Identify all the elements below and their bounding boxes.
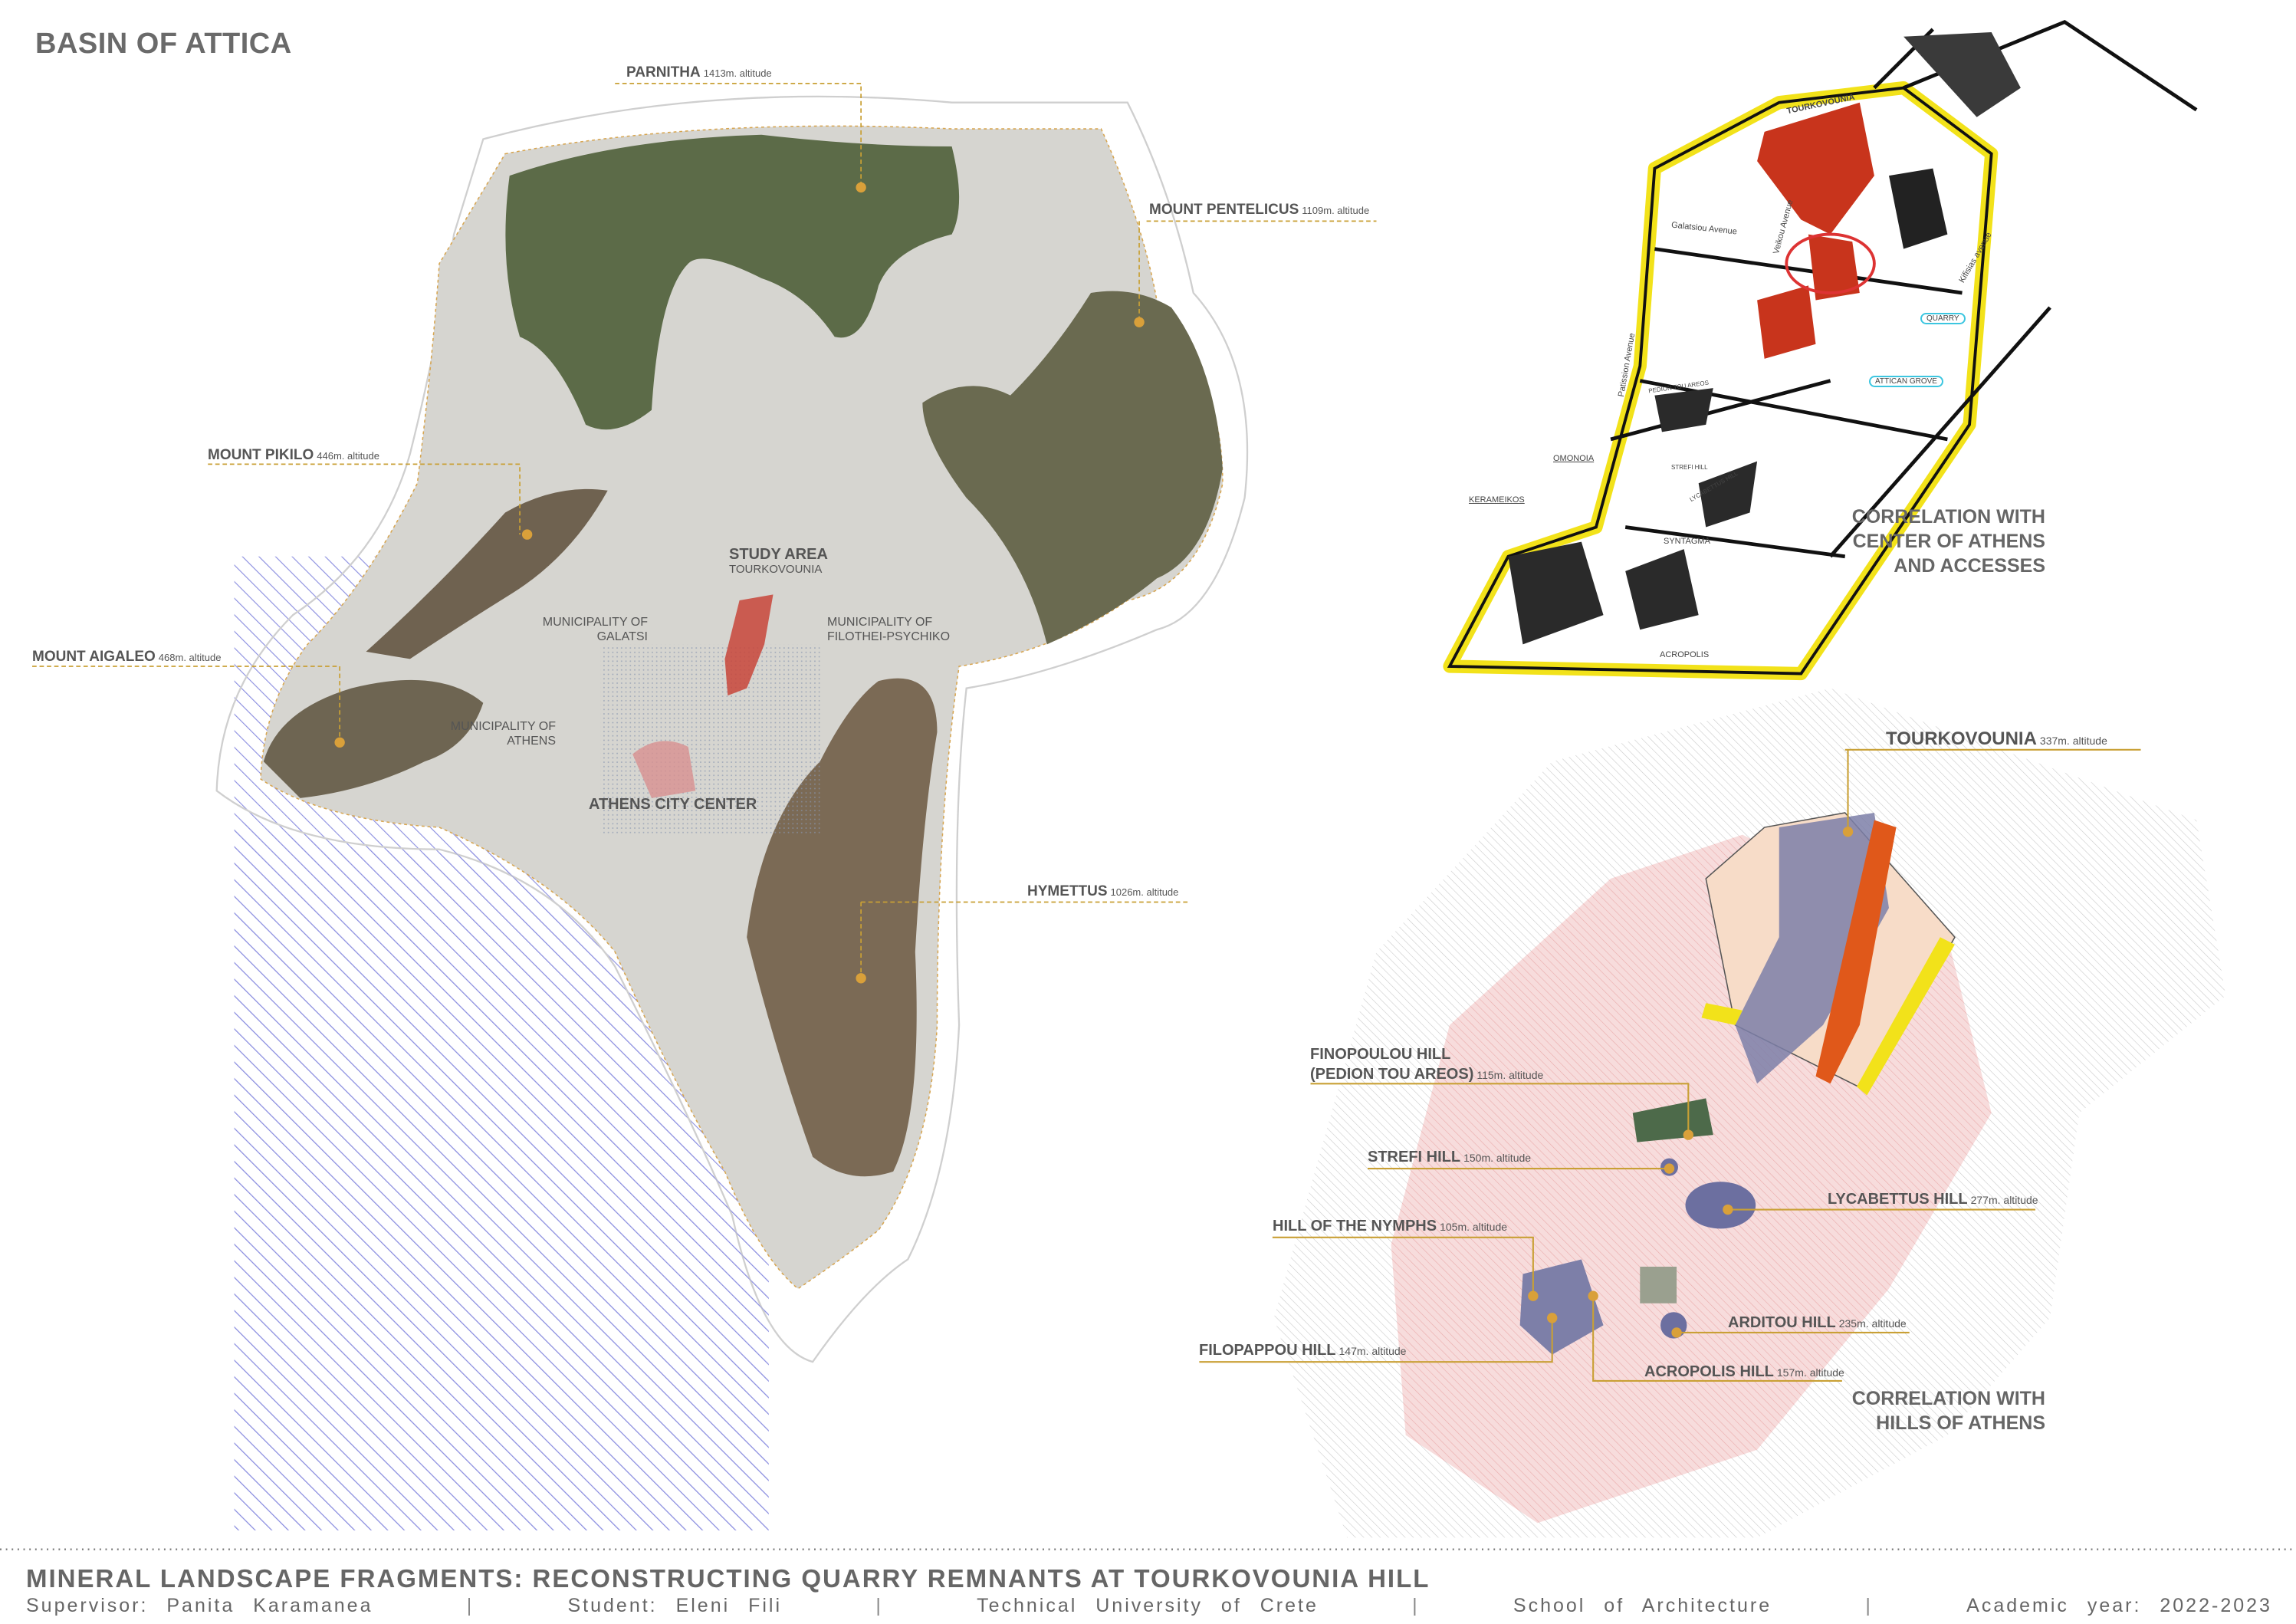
hill-leaders — [1199, 748, 2141, 1382]
credit-student: Student: Eleni Fili — [567, 1595, 783, 1616]
hill-label-nymphs: HILL OF THE NYMPHS 105m. altitude — [1273, 1218, 1508, 1234]
separator: | — [466, 1595, 475, 1616]
pikilo-mountain — [366, 488, 608, 659]
basin-outline-outer — [215, 95, 1249, 1363]
city-center-dotted — [600, 644, 820, 835]
athens-center-shape — [632, 741, 696, 798]
separator: | — [1412, 1595, 1420, 1616]
access-label-strefi: STREFI HILL — [1671, 464, 1708, 471]
hill-label-strefi: STREFI HILL 150m. altitude — [1368, 1149, 1532, 1165]
parnitha-mountain — [505, 134, 960, 430]
page-title: BASIN OF ATTICA — [35, 28, 292, 60]
hill-label-lycabettus: LYCABETTUS HILL 277m. altitude — [1828, 1191, 2038, 1208]
access-label-kerameikos: KERAMEIKOS — [1469, 495, 1525, 505]
hills-map — [1273, 688, 2226, 1538]
access-label-syntagma: SYNTAGMA — [1664, 537, 1710, 546]
city-center-label: ATHENS CITY CENTER — [589, 796, 757, 813]
peak-leaders — [32, 83, 1377, 978]
hill-label-acropolis: ACROPOLIS HILL 157m. altitude — [1644, 1363, 1844, 1380]
hill-markers — [1528, 827, 1854, 1338]
access-label-acropolis: ACROPOLIS — [1660, 650, 1710, 659]
separator: | — [875, 1595, 883, 1616]
credit-school: School of Architecture — [1513, 1595, 1772, 1616]
athens-municipality-label: MUNICIPALITY OF ATHENS — [450, 720, 556, 748]
peak-label-pikilo: MOUNT PIKILO 446m. altitude — [208, 447, 379, 463]
peak-label-aigaleo: MOUNT AIGALEO 468m. altitude — [32, 649, 222, 665]
study-area-label: STUDY AREA TOURKOVOUNIA — [729, 546, 828, 576]
access-map-caption: CORRELATION WITH CENTER OF ATHENS AND ACCE… — [1851, 506, 2045, 577]
peak-label-parnitha: PARNITHA 1413m. altitude — [626, 64, 772, 81]
credit-year: Academic year: 2022-2023 — [1966, 1595, 2272, 1616]
access-label-attican-grove: ATTICAN GROVE — [1869, 376, 1943, 387]
separator: | — [1865, 1595, 1873, 1616]
hill-label-filopappou: FILOPAPPOU HILL 147m. altitude — [1199, 1342, 1407, 1359]
filothei-label: MUNICIPALITY OF FILOTHEI-PSYCHIKO — [827, 616, 951, 643]
hill-label-finopoulou: FINOPOULOU HILL (PEDION TOU AREOS) 115m. a… — [1310, 1046, 1544, 1083]
peak-label-hymettus: HYMETTUS 1026m. altitude — [1027, 883, 1179, 899]
hill-label-arditou: ARDITOU HILL 235m. altitude — [1728, 1314, 1907, 1331]
pentelicus-mountain — [922, 291, 1223, 645]
hill-label-tourkovounia: TOURKOVOUNIA 337m. altitude — [1886, 728, 2107, 749]
coast-sea — [234, 820, 769, 1530]
galatsi-label: MUNICIPALITY OF GALATSI — [542, 616, 648, 643]
hills-map-caption: CORRELATION WITH HILLS OF ATHENS — [1851, 1388, 2045, 1434]
study-area-shape — [724, 594, 774, 696]
access-map — [1443, 19, 2198, 681]
credit-supervisor: Supervisor: Panita Karamanea — [26, 1595, 373, 1616]
access-label-quarry: QUARRY — [1920, 313, 1966, 324]
credits-row: Supervisor: Panita Karamanea | Student: … — [26, 1595, 2272, 1617]
credit-university: Technical University of Crete — [977, 1595, 1319, 1616]
peak-markers — [334, 182, 1145, 984]
aigaleo-mountain — [263, 679, 484, 798]
access-label-omonoia: OMONOIA — [1553, 454, 1595, 463]
project-title: MINERAL LANDSCAPE FRAGMENTS: RECONSTRUCT… — [26, 1564, 1430, 1593]
peak-label-pentelicus: MOUNT PENTELICUS 1109m. altitude — [1149, 202, 1370, 218]
